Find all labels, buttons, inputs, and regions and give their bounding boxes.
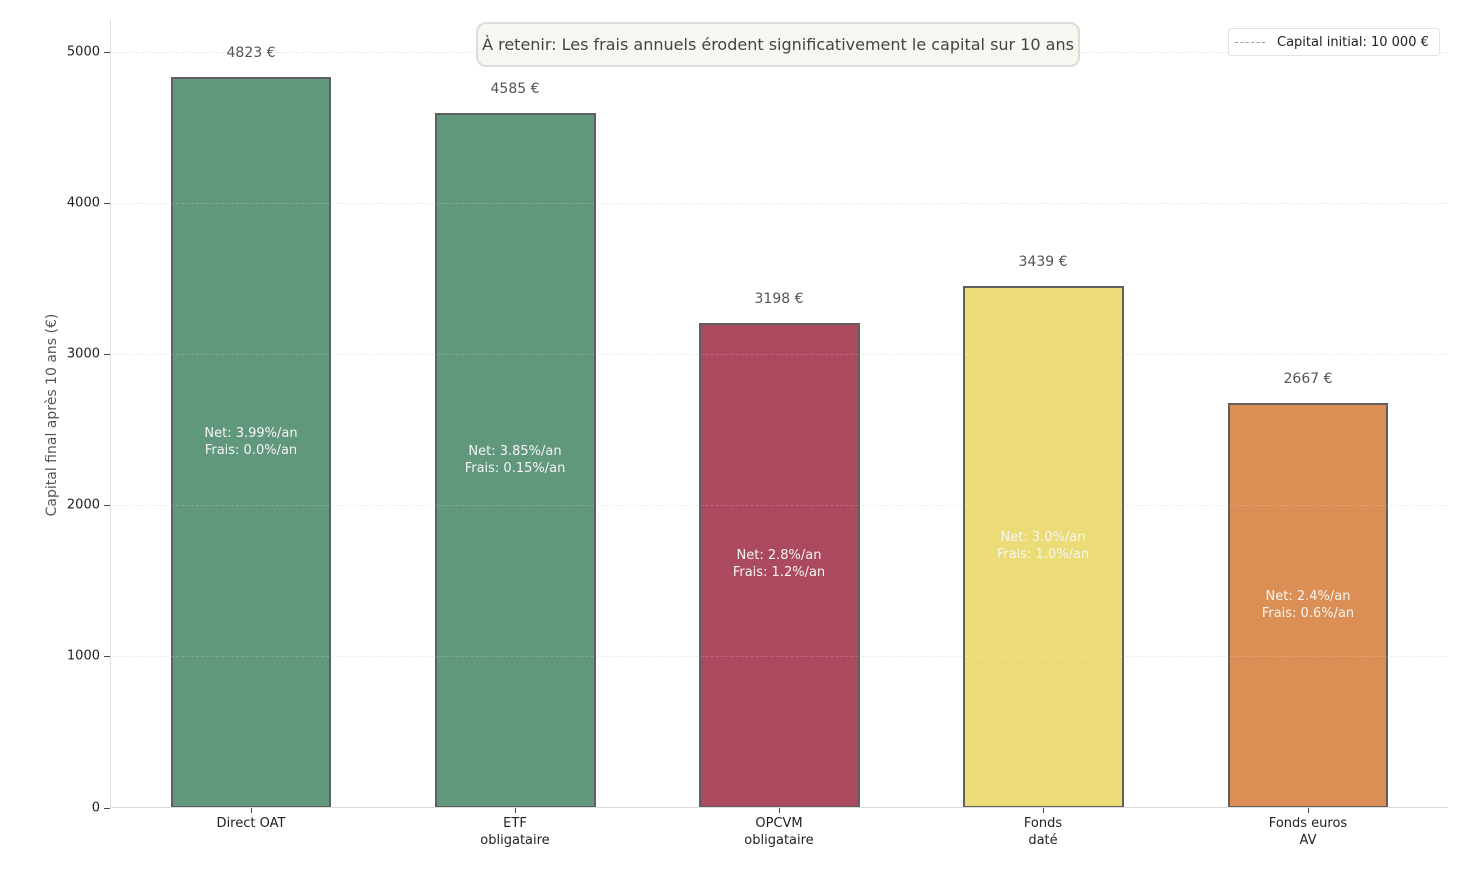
x-tick-label: ETF obligataire [480,815,549,849]
y-axis-line [110,20,111,808]
y-tick [104,505,110,506]
y-tick [104,52,110,53]
category-line-1: OPCVM [755,816,803,831]
x-tick-label: Fonds daté [1024,815,1062,849]
y-tick-label: 5000 [66,44,100,60]
category-line-1: Fonds euros [1268,816,1348,831]
gridline-overlay-3000 [111,354,1448,355]
y-tick-label: 3000 [66,346,100,362]
bar-value-label: 3198 € [754,291,804,307]
net-rate: Net: 3.85%/an [468,444,562,459]
y-tick [104,808,110,809]
legend-label: Capital initial: 10 000 € [1277,34,1429,50]
y-axis-label: Capital final après 10 ans (€) [44,313,60,517]
y-tick-label: 0 [91,800,100,816]
fees-rate: Frais: 0.0%/an [204,443,298,458]
net-rate: Net: 2.8%/an [736,548,822,563]
fees-rate: Frais: 0.6%/an [1261,606,1355,621]
gridline-4000 [111,203,1448,204]
category-line-2: AV [1299,833,1317,848]
y-tick [104,354,110,355]
bar-value-label: 2667 € [1283,371,1333,387]
annotation-box: À retenir: Les frais annuels érodent sig… [476,22,1080,67]
dashed-line-legend-icon [1235,41,1265,43]
category-line-2: daté [1028,833,1058,848]
category-line-1: Direct OAT [216,816,286,831]
y-tick-label: 4000 [66,195,100,211]
gridline-overlay-2000 [111,505,1448,506]
gridline-overlay-4000 [111,203,1448,204]
bar-opcvm-obligataire [699,323,860,808]
category-line-2: obligataire [480,833,550,848]
fees-rate: Frais: 1.0%/an [996,547,1090,562]
bar-fonds-date [963,286,1124,808]
bar-inner-label: Net: 3.85%/an Frais: 0.15%/an [465,443,566,477]
x-tick [1043,808,1044,813]
x-tick [251,808,252,813]
bar-value-label: 4823 € [226,45,276,61]
x-tick-label: Fonds euros AV [1269,815,1347,849]
x-tick [515,808,516,813]
legend: Capital initial: 10 000 € [1228,28,1440,56]
category-line-2: obligataire [744,833,814,848]
bar-value-label: 3439 € [1018,254,1068,270]
net-rate: Net: 3.99%/an [204,426,298,441]
net-rate: Net: 2.4%/an [1265,589,1351,604]
y-tick-label: 1000 [66,648,100,664]
bar-inner-label: Net: 2.4%/an Frais: 0.6%/an [1262,588,1354,622]
y-tick [104,203,110,204]
x-axis-line [110,807,1448,808]
fees-rate: Frais: 1.2%/an [732,565,826,580]
bar-inner-label: Net: 3.0%/an Frais: 1.0%/an [997,529,1089,563]
fees-rate: Frais: 0.15%/an [464,461,566,476]
category-line-1: ETF [503,816,527,831]
y-tick-label: 2000 [66,497,100,513]
gridline-overlay-1000 [111,656,1448,657]
bar-inner-label: Net: 3.99%/an Frais: 0.0%/an [204,425,297,459]
bar-value-label: 4585 € [490,81,540,97]
x-tick [1308,808,1309,813]
net-rate: Net: 3.0%/an [1000,530,1086,545]
x-tick [779,808,780,813]
bar-inner-label: Net: 2.8%/an Frais: 1.2%/an [733,547,825,581]
bar-etf-obligataire [435,113,596,808]
bar-direct-oat [171,77,331,808]
x-tick-label: OPCVM obligataire [744,815,813,849]
category-line-1: Fonds [1023,816,1063,831]
y-tick [104,656,110,657]
x-tick-label: Direct OAT [217,815,286,832]
